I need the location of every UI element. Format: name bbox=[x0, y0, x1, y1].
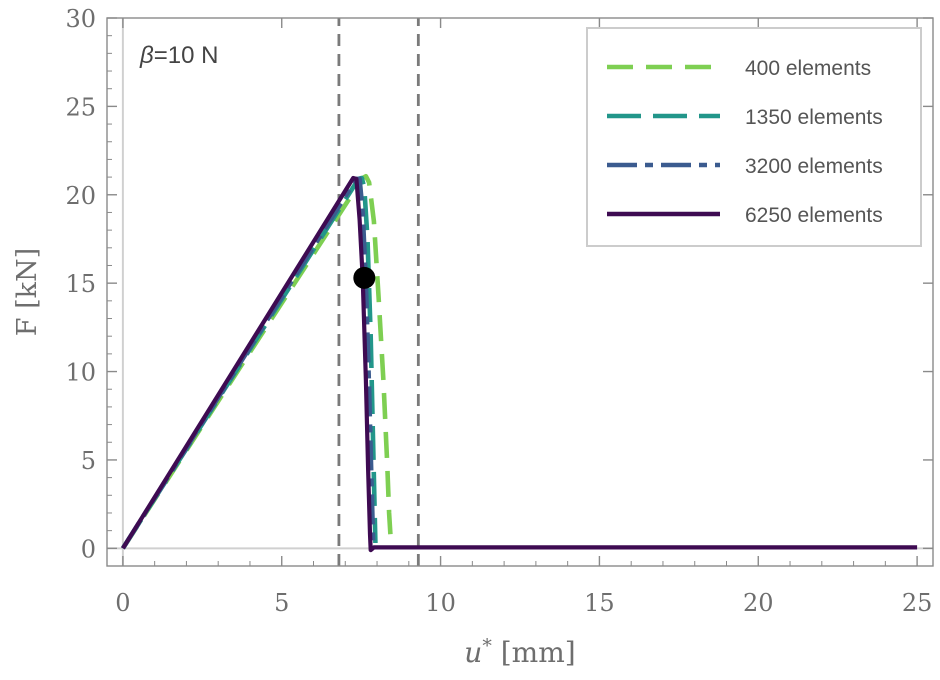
series-layer bbox=[120, 173, 918, 553]
x-axis-ticks: 0 5 10 15 20 25 bbox=[115, 18, 932, 617]
y-tick-label: 25 bbox=[65, 93, 96, 121]
legend-box bbox=[586, 27, 922, 247]
y-tick-label: 0 bbox=[81, 535, 96, 563]
x-axis-unit: [mm] bbox=[492, 636, 576, 669]
series-line-3 bbox=[120, 176, 376, 550]
x-tick-label: 25 bbox=[902, 589, 933, 617]
legend-label-2: 1350 elements bbox=[745, 106, 883, 129]
y-tick-label: 5 bbox=[81, 447, 96, 475]
x-tick-label: 15 bbox=[584, 589, 615, 617]
y-tick-label: 10 bbox=[65, 359, 96, 387]
x-tick-label: 0 bbox=[115, 589, 130, 617]
legend: 400 elements 1350 elements 3200 elements 62… bbox=[586, 27, 922, 247]
series-line-4 bbox=[121, 175, 918, 553]
reference-lines bbox=[337, 18, 420, 566]
y-axis-ticks: 0 5 10 15 20 25 30 bbox=[65, 5, 933, 563]
y-axis-title: F [kN] bbox=[12, 248, 43, 336]
x-tick-label: 5 bbox=[274, 589, 289, 617]
failure-point-marker bbox=[353, 266, 376, 289]
x-axis-title: u* [mm] bbox=[464, 635, 575, 669]
beta-value: =10 N bbox=[154, 42, 219, 69]
beta-symbol: β bbox=[139, 42, 154, 69]
x-axis-variable: u bbox=[464, 636, 482, 669]
y-tick-label: 30 bbox=[65, 5, 96, 33]
x-axis-superscript: * bbox=[482, 635, 492, 657]
y-tick-label: 20 bbox=[65, 182, 96, 210]
legend-label-1: 400 elements bbox=[745, 57, 871, 80]
legend-label-4: 6250 elements bbox=[745, 204, 883, 227]
beta-annotation: β=10 N bbox=[139, 42, 218, 69]
series-line-1 bbox=[120, 173, 393, 550]
marker-layer bbox=[353, 266, 376, 289]
y-tick-label: 15 bbox=[65, 270, 96, 298]
x-tick-label: 10 bbox=[425, 589, 456, 617]
legend-label-3: 3200 elements bbox=[745, 155, 883, 178]
x-tick-label: 20 bbox=[743, 589, 774, 617]
plot-frame bbox=[106, 17, 934, 567]
